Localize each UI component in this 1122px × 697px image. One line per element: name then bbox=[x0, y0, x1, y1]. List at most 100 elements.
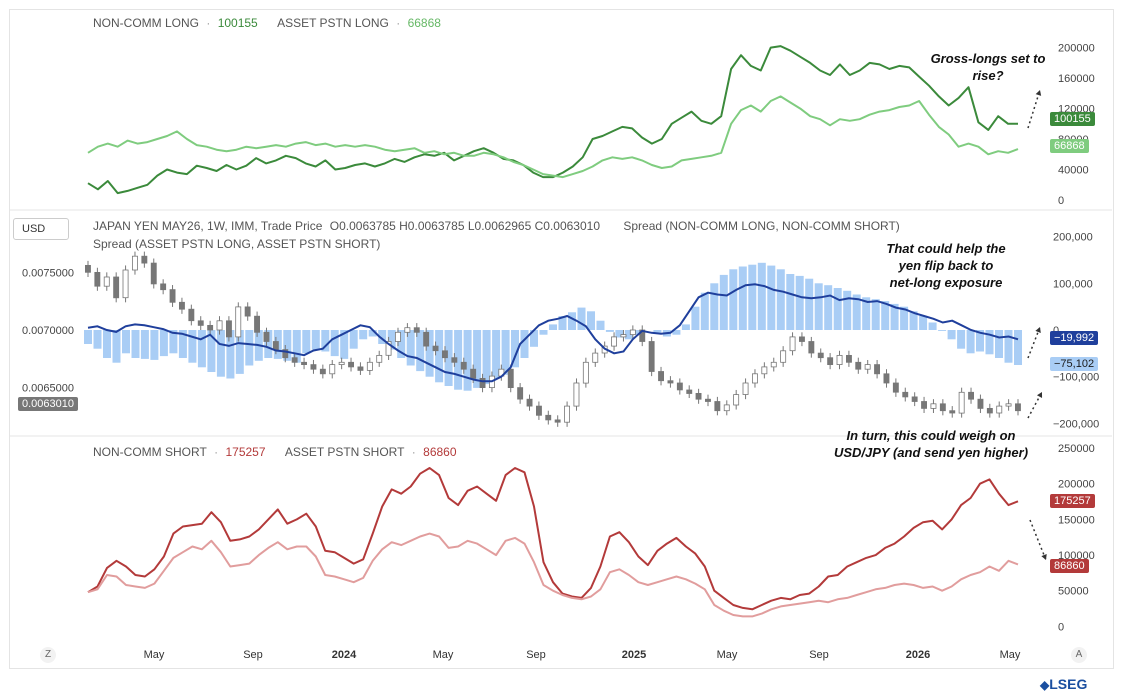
candle-body bbox=[554, 419, 561, 423]
candle-body bbox=[545, 414, 552, 421]
candle-body bbox=[338, 361, 345, 365]
spread-asset-bar bbox=[957, 330, 966, 349]
arrow-head bbox=[1035, 90, 1042, 96]
candle-body bbox=[197, 320, 204, 326]
time-tick-label: May bbox=[433, 649, 454, 661]
candle-body bbox=[460, 361, 467, 370]
spread-asset-bar bbox=[738, 266, 747, 330]
candle-body bbox=[131, 255, 138, 271]
spread-asset-bar bbox=[947, 330, 956, 340]
panel1-legend: NON-COMM LONG · 100155 ASSET PSTN LONG ·… bbox=[93, 16, 441, 30]
spread-asset-bar bbox=[691, 306, 700, 330]
spread-asset-bar bbox=[169, 330, 178, 354]
candle-body bbox=[385, 341, 392, 356]
badge-spread-noncomm: −19,992 bbox=[1050, 331, 1099, 345]
spread-asset-bar bbox=[283, 330, 292, 361]
candle-body bbox=[479, 377, 486, 388]
spread-asset-bar bbox=[463, 330, 472, 391]
spread-asset-bar bbox=[539, 330, 548, 335]
candle-body bbox=[291, 357, 298, 363]
spread-asset-bar bbox=[501, 330, 510, 375]
series-line-non-comm-short bbox=[87, 467, 1019, 611]
candle-body bbox=[667, 380, 674, 384]
candle-body bbox=[451, 357, 458, 363]
spread-asset-bar bbox=[330, 330, 339, 357]
spread-tick-label: −100,000 bbox=[1053, 372, 1099, 384]
legend-noncomm-short-name: NON-COMM SHORT bbox=[93, 445, 207, 459]
series-line-asset-pstn-short bbox=[87, 532, 1019, 618]
legend-asset-long-name: ASSET PSTN LONG bbox=[277, 16, 389, 30]
candle-body bbox=[648, 341, 655, 372]
candle-body bbox=[780, 350, 787, 363]
spread-asset-bar bbox=[786, 274, 795, 330]
series-line-non-comm-long bbox=[87, 45, 1019, 195]
spread-asset-bar bbox=[615, 330, 624, 338]
candle-body bbox=[244, 306, 251, 317]
candle-body bbox=[263, 331, 270, 342]
spread-asset-bar bbox=[425, 330, 434, 377]
spread-asset-bar bbox=[596, 320, 605, 330]
spread-asset-bar bbox=[653, 330, 662, 333]
spread-asset-bar bbox=[131, 330, 140, 358]
candle-body bbox=[141, 255, 148, 264]
spread-asset-bar bbox=[634, 330, 643, 335]
spread-asset-bar bbox=[349, 330, 358, 349]
candle-body bbox=[85, 264, 91, 273]
candle-body bbox=[235, 306, 242, 338]
spread-asset-bar bbox=[824, 285, 833, 330]
annotation-net-long: That could help the yen flip back to net… bbox=[886, 241, 1006, 290]
spread-asset-bar bbox=[729, 269, 738, 330]
candle-body bbox=[526, 398, 533, 407]
time-tick-label: May bbox=[144, 649, 165, 661]
spread-asset-bar bbox=[435, 330, 444, 383]
candle-body bbox=[366, 361, 373, 371]
candle-body bbox=[996, 405, 1003, 414]
time-tick-label: Sep bbox=[526, 649, 546, 661]
auto-scale-button[interactable]: A bbox=[1071, 647, 1087, 663]
spread-asset-bar bbox=[245, 330, 254, 366]
spread-asset-bar bbox=[302, 330, 311, 354]
spread-tick-label: 100,000 bbox=[1053, 278, 1093, 290]
candle-body bbox=[188, 308, 195, 322]
candle-body bbox=[921, 401, 927, 409]
candle-body bbox=[892, 382, 899, 393]
candle-body bbox=[517, 387, 524, 400]
spread-asset-bar bbox=[976, 330, 984, 352]
spread-asset-bar bbox=[492, 330, 501, 379]
y-tick-label: 150000 bbox=[1058, 514, 1095, 526]
spread-asset-bar bbox=[368, 330, 377, 337]
spread-asset-bar bbox=[1004, 330, 1013, 363]
spread-asset-bar bbox=[558, 316, 567, 330]
candle-body bbox=[836, 354, 843, 365]
candle-body bbox=[930, 403, 937, 409]
candle-body bbox=[864, 364, 871, 370]
candle-body bbox=[225, 320, 232, 338]
arrow-head bbox=[1035, 327, 1041, 333]
candle-body bbox=[329, 364, 336, 375]
candle-body bbox=[883, 373, 890, 384]
candle-body bbox=[611, 336, 617, 347]
spread-asset-bar bbox=[710, 283, 719, 330]
candle-body bbox=[808, 341, 815, 354]
candle-body bbox=[282, 349, 289, 359]
time-tick-label: May bbox=[1000, 649, 1021, 661]
candle-body bbox=[958, 391, 965, 414]
zoom-button[interactable]: Z bbox=[40, 647, 56, 663]
spread-asset-bar bbox=[103, 330, 111, 358]
candle-body bbox=[94, 271, 101, 287]
spread-asset-bar bbox=[520, 330, 529, 358]
panel3-legend: NON-COMM SHORT · 175257 ASSET PSTN SHORT… bbox=[93, 445, 457, 459]
candle-body bbox=[441, 350, 448, 359]
time-tick-label: 2024 bbox=[332, 649, 357, 661]
spread-asset-bar bbox=[605, 330, 614, 332]
currency-selector[interactable]: USD bbox=[13, 218, 69, 240]
candle-body bbox=[723, 404, 730, 412]
candle-body bbox=[761, 366, 768, 375]
spread-asset-bar bbox=[473, 330, 482, 388]
candle-body bbox=[169, 289, 176, 303]
candle-body bbox=[827, 357, 834, 366]
candle-body bbox=[742, 382, 749, 395]
price-tick-label: 0.0075000 bbox=[22, 267, 74, 279]
spread-asset-bar bbox=[159, 330, 168, 357]
legend-asset-short-value: 86860 bbox=[423, 445, 457, 459]
